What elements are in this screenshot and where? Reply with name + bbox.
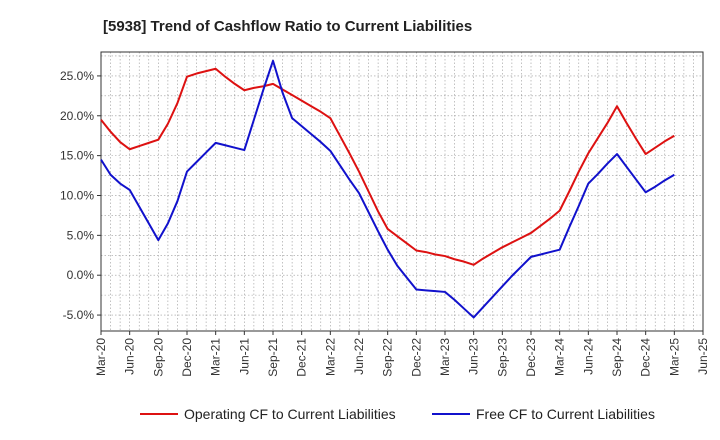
x-tick-label: Jun-25: [696, 338, 710, 375]
x-axis-ticks: Mar-20 Jun-20 Sep-20 Dec-20 Mar-21 Jun-21 Sep-…: [94, 331, 710, 377]
y-tick-label: 20.0%: [60, 109, 94, 123]
y-axis-ticks: 25.0% 20.0% 15.0% 10.0% 5.0% 0.0% -5.0%: [60, 69, 101, 322]
x-tick-label: Jun-24: [581, 338, 595, 375]
x-tick-label: Sep-21: [266, 338, 280, 377]
x-tick-label: Dec-24: [639, 338, 653, 377]
x-tick-label: Jun-20: [123, 338, 137, 375]
x-tick-label: Sep-23: [495, 338, 509, 377]
series-layer: [100, 59, 675, 319]
x-tick-label: Sep-22: [381, 338, 395, 377]
legend-item-operating-cf: Operating CF to Current Liabilities: [140, 406, 396, 422]
x-tick-label: Mar-22: [323, 338, 337, 376]
x-tick-label: Dec-21: [295, 338, 309, 377]
x-tick-label: Mar-23: [438, 338, 452, 376]
legend-item-free-cf: Free CF to Current Liabilities: [432, 406, 655, 422]
y-tick-label: 25.0%: [60, 69, 94, 83]
x-tick-label: Dec-23: [524, 338, 538, 377]
legend-label-operating-cf: Operating CF to Current Liabilities: [184, 406, 396, 422]
y-tick-label: 10.0%: [60, 188, 94, 202]
y-tick-label: 15.0%: [60, 149, 94, 163]
x-tick-label: Mar-20: [94, 338, 108, 376]
chart-title: [5938] Trend of Cashflow Ratio to Curren…: [103, 18, 472, 35]
grid-lines: [100, 52, 704, 331]
x-tick-label: Mar-25: [667, 338, 681, 376]
x-tick-label: Dec-22: [409, 338, 423, 377]
legend-label-free-cf: Free CF to Current Liabilities: [476, 406, 655, 422]
x-tick-label: Jun-22: [352, 338, 366, 375]
plot-frame: [100, 51, 704, 332]
series-line-free-cf: [100, 59, 675, 319]
series-line-operating-cf: [100, 67, 675, 266]
y-tick-label: 5.0%: [67, 228, 95, 242]
x-tick-label: Mar-21: [209, 338, 223, 376]
x-tick-label: Jun-21: [237, 338, 251, 375]
x-tick-label: Jun-23: [467, 338, 481, 375]
y-tick-label: -5.0%: [63, 308, 95, 322]
x-tick-label: Sep-24: [610, 338, 624, 377]
legend: Operating CF to Current Liabilities Free…: [140, 406, 655, 422]
x-tick-label: Mar-24: [553, 338, 567, 376]
x-tick-label: Dec-20: [180, 338, 194, 377]
y-tick-label: 0.0%: [67, 268, 95, 282]
x-tick-label: Sep-20: [151, 338, 165, 377]
